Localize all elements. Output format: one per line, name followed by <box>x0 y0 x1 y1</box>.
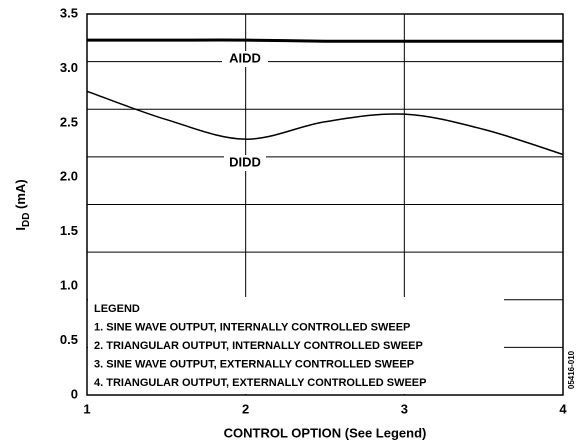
plot-frame <box>86 13 564 396</box>
y-tick-label: 1.5 <box>60 223 78 238</box>
legend-item: 4. TRIANGULAR OUTPUT, EXTERNALLY CONTROL… <box>94 377 426 389</box>
y-axis-label: IDD (mA) <box>13 179 31 230</box>
series-label-bg <box>224 155 266 171</box>
y-tick-label: 2.0 <box>60 169 78 184</box>
y-axis-label-sub: DD <box>21 213 32 227</box>
series-line <box>86 90 564 156</box>
series-label: DIDD <box>229 154 261 169</box>
series-label: AIDD <box>229 50 261 65</box>
x-tick-label: 4 <box>559 401 567 416</box>
x-tick-label: 1 <box>83 401 90 416</box>
x-axis-label: CONTROL OPTION (See Legend) <box>224 425 427 440</box>
legend-title: LEGEND <box>94 303 140 315</box>
y-tick-label: 2.5 <box>60 114 78 129</box>
x-tick-label: 2 <box>242 401 249 416</box>
x-tick-label: 3 <box>401 401 408 416</box>
y-axis-label-rest: (mA) <box>13 179 28 212</box>
series-line <box>87 38 563 43</box>
legend-item: 1. SINE WAVE OUTPUT, INTERNALLY CONTROLL… <box>94 322 410 334</box>
y-tick-label: 0 <box>71 386 78 401</box>
y-tick-label: 3.5 <box>60 5 78 20</box>
y-tick-label: 1.0 <box>60 278 78 293</box>
y-tick-label: 3.0 <box>60 60 78 75</box>
legend-box <box>88 297 504 394</box>
legend-item: 2. TRIANGULAR OUTPUT, INTERNALLY CONTROL… <box>94 340 423 352</box>
y-axis-label-main: I <box>13 227 28 231</box>
y-tick-label: 0.5 <box>60 332 78 347</box>
figure-id: 05416-010 <box>567 350 576 389</box>
series-label-bg <box>222 51 268 67</box>
legend-item: 3. SINE WAVE OUTPUT, EXTERNALLY CONTROLL… <box>94 359 414 371</box>
